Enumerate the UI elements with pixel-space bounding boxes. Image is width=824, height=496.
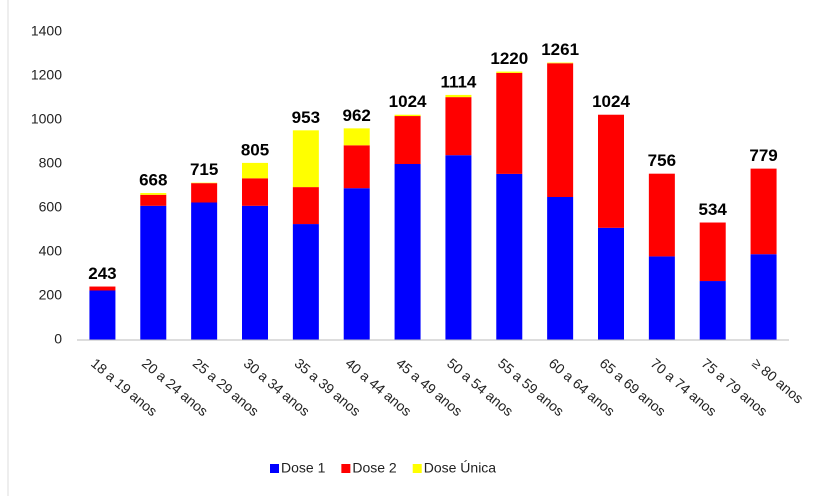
total-label: 1024	[389, 92, 427, 111]
total-label: 805	[241, 140, 269, 159]
y-tick-label: 800	[39, 155, 63, 171]
total-label: 1261	[541, 40, 579, 59]
total-label: 1220	[490, 49, 528, 68]
total-label: 534	[699, 200, 728, 219]
bar-segment	[89, 290, 116, 340]
y-tick-label: 1200	[31, 67, 62, 83]
legend-swatch	[412, 464, 422, 473]
bar-segment	[242, 178, 268, 206]
bar-segment	[648, 256, 675, 340]
bar-segment	[191, 183, 218, 203]
bar-segment	[140, 193, 167, 195]
bar-segment	[445, 94, 472, 98]
y-tick-label: 0	[54, 331, 62, 347]
total-label: 779	[749, 146, 777, 165]
bar-segment	[648, 173, 675, 257]
legend-label: Dose Única	[424, 460, 497, 476]
bar-segment	[292, 224, 319, 340]
bar-segment	[445, 155, 472, 340]
bar-segment	[547, 62, 574, 64]
total-label: 715	[190, 160, 218, 179]
bar-segment	[445, 97, 472, 156]
bar-segment	[292, 187, 319, 225]
total-label: 962	[343, 106, 371, 125]
bar-segment	[140, 194, 167, 206]
bar-segment	[394, 164, 421, 340]
bar-segment	[292, 130, 319, 188]
bar-segment	[699, 222, 726, 282]
bar-segment	[496, 72, 523, 174]
bar-segment	[343, 188, 370, 340]
bar-segment	[140, 205, 167, 340]
bar-segment	[394, 116, 421, 164]
y-tick-label: 600	[39, 199, 63, 215]
bar-segment	[750, 254, 777, 340]
bar-segment	[191, 202, 218, 340]
total-label: 953	[292, 108, 320, 127]
y-tick-label: 400	[39, 243, 63, 259]
bar-segment	[242, 205, 268, 340]
y-tick-label: 1000	[31, 111, 62, 127]
bar-segment	[343, 145, 370, 189]
bar-segment	[343, 128, 370, 146]
total-label: 1024	[592, 92, 630, 111]
bar-segment	[394, 114, 421, 117]
bar-segment	[496, 71, 523, 73]
total-label: 243	[88, 264, 116, 283]
bar-segment	[89, 286, 116, 291]
legend-label: Dose 2	[352, 460, 397, 476]
total-label: 756	[648, 151, 676, 170]
legend-swatch	[341, 464, 351, 473]
bar-segment	[750, 168, 777, 255]
y-tick-label: 200	[39, 287, 63, 303]
bar-segment	[547, 197, 574, 340]
total-label: 1114	[440, 72, 476, 91]
bar-segment	[598, 114, 624, 228]
legend-swatch	[270, 464, 279, 473]
total-label: 668	[139, 171, 167, 190]
bar-segment	[699, 281, 726, 340]
y-tick-label: 1400	[31, 23, 62, 39]
bar-segment	[242, 162, 268, 179]
legend-label: Dose 1	[281, 460, 326, 476]
bar-segment	[547, 63, 574, 197]
bar-segment	[496, 173, 523, 340]
bar-segment	[598, 227, 624, 340]
